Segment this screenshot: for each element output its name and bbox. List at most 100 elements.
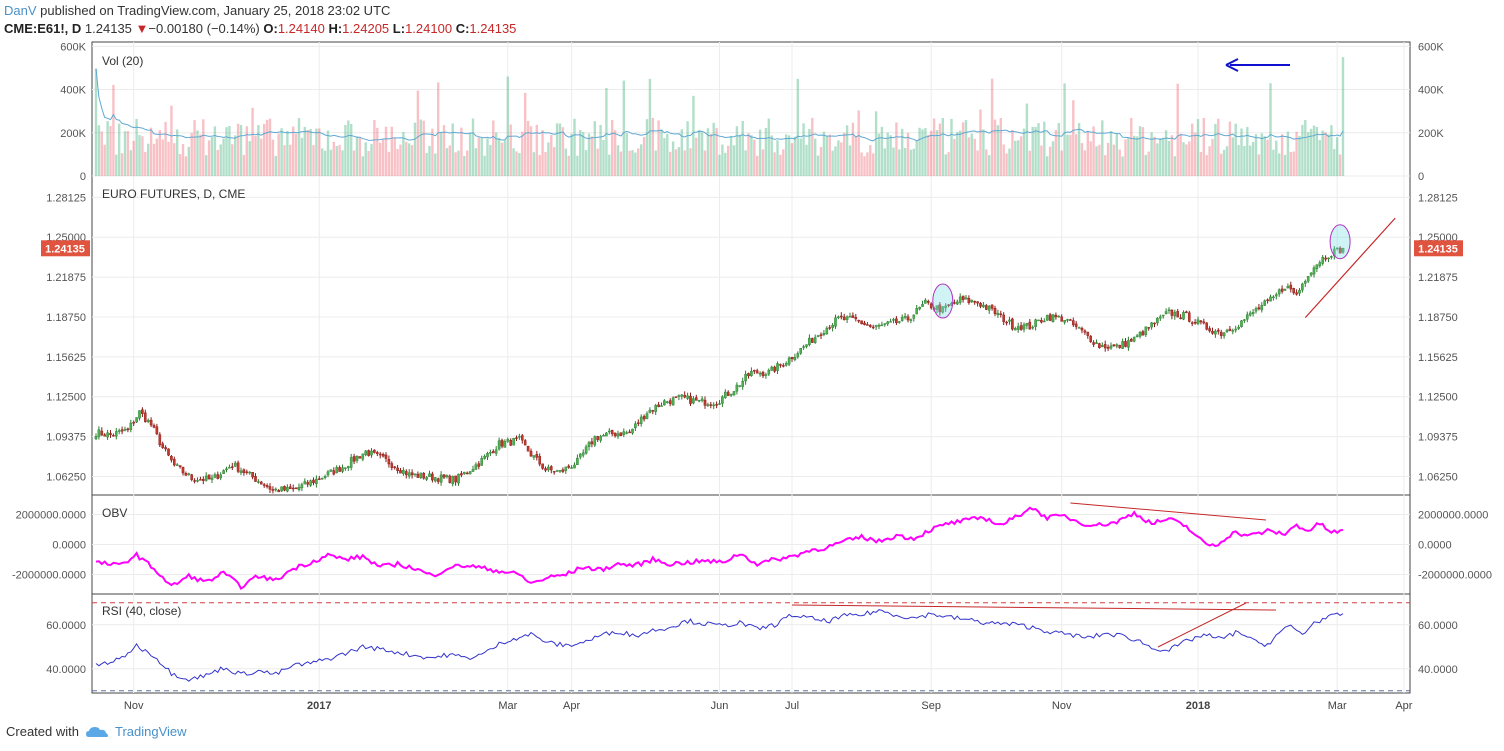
candle-body [245, 471, 249, 473]
volume-bar [683, 150, 686, 176]
volume-bar [715, 128, 718, 176]
y-tick-left: 0 [80, 171, 86, 183]
x-axis-label: Jul [785, 700, 799, 712]
volume-bar [706, 128, 710, 176]
candle-body [1150, 322, 1153, 328]
volume-bar [1315, 126, 1319, 176]
volume-bar [956, 131, 959, 176]
volume-bar [181, 144, 185, 176]
candle-body [1306, 276, 1310, 282]
candle-body [816, 335, 820, 337]
candle-body [918, 306, 921, 310]
volume-bar [753, 139, 756, 176]
volume-bar [431, 128, 434, 176]
volume-bar [1196, 119, 1200, 176]
volume-bar [631, 150, 634, 176]
volume-bar [1057, 122, 1060, 176]
volume-bar [495, 132, 498, 176]
volume-bar [924, 128, 927, 176]
volume-bar [1118, 149, 1121, 176]
candle-body [581, 452, 585, 456]
candle-body [703, 399, 707, 406]
candle-body [625, 432, 628, 434]
candle-body [712, 404, 715, 407]
created-with-text: Created with [6, 724, 79, 739]
candle-body [358, 456, 362, 459]
candle-body [1196, 319, 1200, 324]
candle-body [1063, 320, 1066, 323]
candle-body [1335, 247, 1339, 250]
volume-bar [750, 135, 753, 176]
author-link[interactable]: DanV [4, 3, 37, 18]
volume-bar [170, 105, 173, 176]
volume-bar [1130, 117, 1133, 176]
volume-bar [202, 119, 205, 176]
volume-bar [242, 154, 246, 176]
candle-body [329, 469, 333, 472]
candle-body [335, 467, 339, 474]
volume-bar [460, 127, 463, 176]
volume-bar [1138, 126, 1142, 176]
candle-body [657, 404, 660, 408]
volume-bar [1341, 57, 1345, 177]
down-arrow-icon: ▼ [135, 21, 149, 36]
candle-body [1248, 312, 1252, 316]
candle-body [1124, 341, 1127, 347]
volume-bar [602, 140, 605, 176]
volume-bar [814, 138, 817, 176]
volume-bar [405, 141, 408, 176]
y-tick-right: 2000000.0000 [1418, 510, 1488, 522]
candle-body [784, 363, 788, 366]
tradingview-link[interactable]: TradingView [114, 724, 187, 739]
candle-body [1202, 321, 1206, 324]
candle-body [523, 440, 527, 446]
candle-body [616, 433, 620, 437]
volume-bar [402, 132, 405, 176]
volume-bar [616, 145, 620, 176]
volume-bar [103, 144, 106, 176]
volume-bar [1266, 139, 1269, 176]
volume-bar [1257, 154, 1261, 176]
y-tick-right: 40.0000 [1418, 664, 1458, 676]
candle-body [114, 431, 118, 437]
volume-bar [1162, 137, 1165, 176]
volume-bar [599, 124, 602, 176]
volume-bar [277, 133, 280, 176]
candle-body [129, 422, 133, 430]
tradingview-cloud-icon [85, 726, 108, 737]
candle-body [753, 370, 756, 372]
volume-bar [463, 155, 466, 176]
volume-bar [805, 144, 808, 176]
candle-body [1040, 320, 1043, 323]
volume-bar [851, 122, 855, 176]
low-label: L: [392, 21, 406, 36]
candle-body [370, 450, 373, 456]
candle-body [1086, 331, 1090, 336]
candle-body [1254, 308, 1258, 312]
volume-bar [550, 134, 553, 176]
volume-bar [350, 123, 353, 176]
open-value: 1.24140 [277, 21, 325, 36]
volume-bar [544, 152, 547, 176]
volume-bar [637, 148, 640, 176]
volume-bar [1237, 144, 1240, 176]
candle-body [303, 481, 307, 485]
candle-body [106, 432, 109, 438]
y-tick-left: 0.0000 [52, 540, 86, 552]
candle-body [1095, 342, 1098, 344]
candle-body [1069, 319, 1072, 321]
candle-body [787, 357, 791, 365]
volume-bar [379, 142, 382, 176]
candle-body [1089, 335, 1092, 342]
volume-bar [1022, 128, 1026, 176]
candle-body [1257, 307, 1261, 310]
high-label: H: [328, 21, 343, 36]
candle-body [207, 474, 211, 480]
candle-body [1190, 322, 1194, 324]
volume-bar [338, 144, 341, 176]
candle-body [509, 439, 513, 446]
volume-bar [558, 123, 562, 176]
volume-bar [1336, 137, 1339, 176]
volume-bar [860, 152, 863, 176]
